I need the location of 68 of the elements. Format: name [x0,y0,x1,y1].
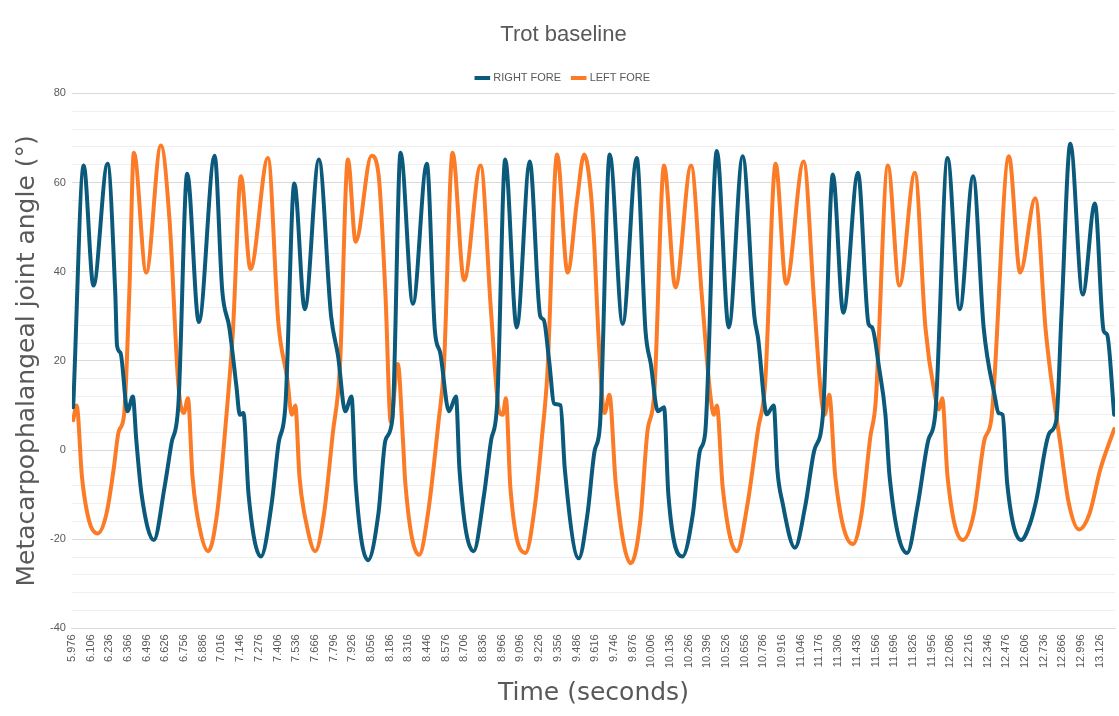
y-tick-label: -20 [49,532,66,545]
x-tick-label: 10.006 [644,634,657,669]
x-tick-label: 8.706 [457,634,470,662]
x-tick-label: 12.346 [980,634,993,669]
x-tick-label: 10.526 [719,634,732,669]
x-tick-label: 10.266 [681,634,694,669]
x-tick-label: 12.476 [999,634,1012,669]
x-tick-label: 7.666 [307,634,320,662]
x-tick-label: 7.796 [326,634,339,662]
x-tick-label: 6.106 [83,634,96,662]
x-tick-label: 8.966 [494,634,507,662]
x-tick-label: 9.746 [606,634,619,662]
x-tick-label: 7.926 [345,634,358,662]
x-tick-label: 10.396 [700,634,713,669]
x-tick-label: 9.876 [625,634,638,662]
x-tick-label: 10.656 [737,634,750,669]
x-tick-label: 12.086 [943,634,956,669]
x-tick-label: 9.486 [569,634,582,662]
y-tick-label: -40 [49,621,66,634]
x-tick-label: 11.306 [831,634,844,668]
y-tick-label: 40 [53,264,66,277]
x-tick-label: 13.126 [1092,634,1105,669]
x-tick-label: 9.616 [588,634,601,662]
x-tick-label: 5.976 [64,634,77,662]
x-tick-label: 11.566 [868,634,881,668]
x-tick-label: 11.956 [924,634,937,668]
x-tick-label: 8.186 [382,634,395,662]
y-tick-label: 80 [53,86,66,99]
x-tick-label: 7.276 [251,634,264,662]
x-axis-title: Time (seconds) [497,676,689,706]
x-tick-label: 7.016 [214,634,227,662]
y-tick-label: 0 [59,443,66,456]
x-tick-label: 6.626 [158,634,171,662]
x-tick-label: 11.046 [793,634,806,668]
legend-label: LEFT FORE [589,70,650,83]
x-tick-label: 7.536 [289,634,302,662]
x-tick-label: 9.226 [532,634,545,662]
x-tick-label: 8.316 [401,634,414,662]
x-tick-label: 8.056 [363,634,376,662]
x-tick-label: 12.736 [1036,634,1049,669]
y-axis-title: Metacarpophalangeal joint angle (°) [10,135,40,587]
x-tick-label: 7.146 [233,634,246,662]
x-tick-label: 10.136 [662,634,675,669]
chart-title: Trot baseline [500,21,627,47]
x-tick-label: 10.786 [756,634,769,669]
x-tick-label: 8.576 [438,634,451,662]
y-tick-label: 60 [53,175,66,188]
x-tick-label: 6.236 [102,634,115,662]
x-tick-label: 9.356 [550,634,563,662]
x-tick-label: 8.836 [476,634,489,662]
legend-label: RIGHT FORE [493,70,561,83]
x-tick-label: 7.406 [270,634,283,662]
x-tick-label: 11.436 [849,634,862,668]
x-tick-label: 12.996 [1074,634,1087,669]
x-tick-label: 6.496 [139,634,152,662]
x-tick-label: 9.096 [513,634,526,662]
x-tick-label: 11.176 [812,634,825,668]
x-tick-label: 12.216 [962,634,975,669]
x-tick-label: 10.916 [775,634,788,669]
y-tick-label: 20 [53,353,66,366]
x-tick-label: 11.826 [905,634,918,668]
x-tick-label: 11.696 [887,634,900,668]
x-tick-label: 6.366 [121,634,133,662]
x-tick-label: 6.886 [195,634,208,662]
x-tick-label: 6.756 [177,634,190,662]
x-tick-label: 12.866 [1055,634,1068,669]
x-tick-label: 12.606 [1018,634,1031,669]
x-tick-label: 8.446 [420,634,433,662]
